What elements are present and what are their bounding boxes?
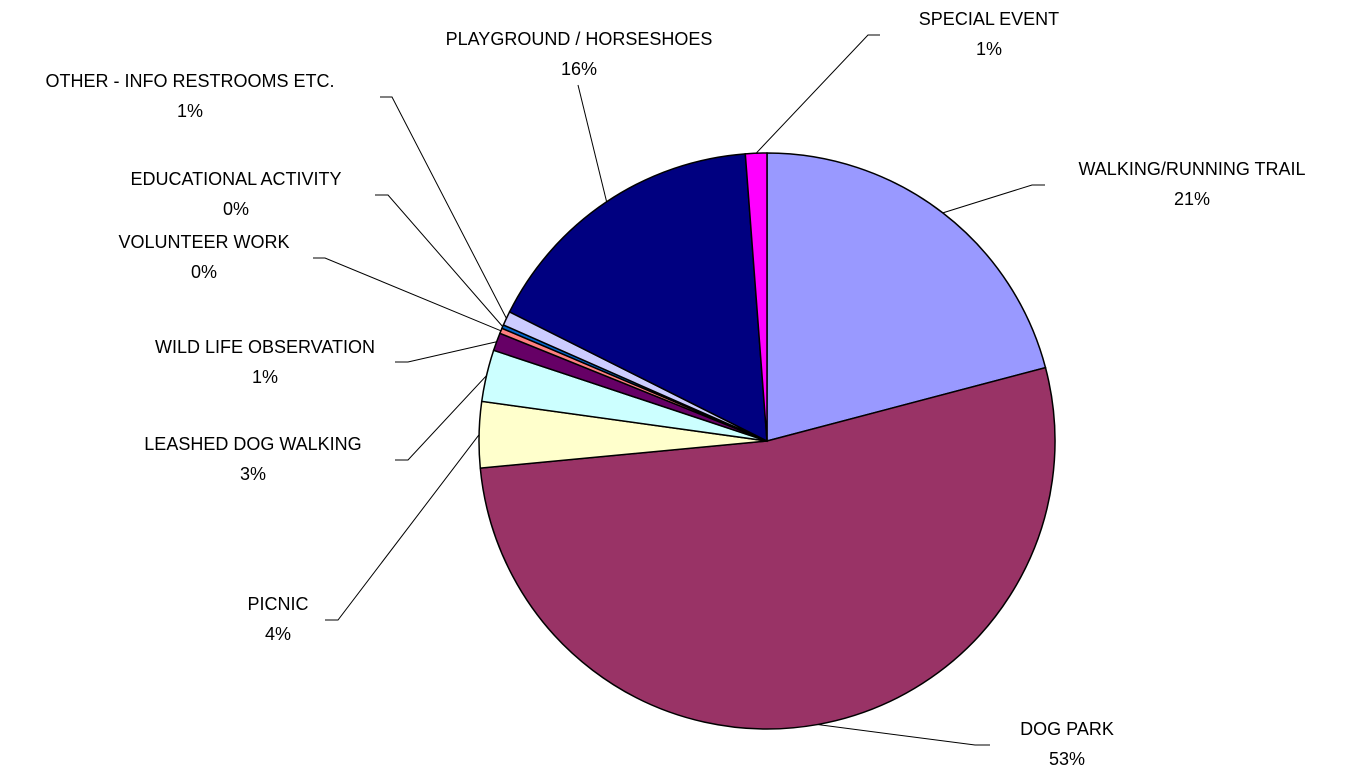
slice-label: PLAYGROUND / HORSESHOES — [446, 29, 713, 49]
slice-label: EDUCATIONAL ACTIVITY — [130, 169, 341, 189]
pie-slice — [508, 153, 768, 443]
leader-line — [755, 34, 880, 154]
slice-label: SPECIAL EVENT — [919, 9, 1059, 29]
slice-value-label: 53% — [1049, 749, 1085, 769]
pie-slice — [766, 152, 1047, 442]
slice-value-label: 1% — [252, 367, 278, 387]
leader-line — [380, 96, 507, 319]
slice-label: PICNIC — [247, 594, 308, 614]
leader-line — [942, 184, 1045, 214]
slice-label: DOG PARK — [1020, 719, 1114, 739]
slice-label: VOLUNTEER WORK — [118, 232, 289, 252]
slice-value-label: 1% — [976, 39, 1002, 59]
slice-value-label: 3% — [240, 464, 266, 484]
slice-value-label: 0% — [191, 262, 217, 282]
slice-label: WILD LIFE OBSERVATION — [155, 337, 375, 357]
leader-line — [313, 257, 502, 332]
slice-label: OTHER - INFO RESTROOMS ETC. — [45, 71, 334, 91]
pie-slice — [479, 366, 1056, 730]
slice-value-label: 4% — [265, 624, 291, 644]
slice-value-label: 16% — [561, 59, 597, 79]
leader-line — [817, 724, 990, 746]
slice-value-label: 1% — [177, 101, 203, 121]
slice-label: WALKING/RUNNING TRAIL — [1078, 159, 1305, 179]
leader-line — [325, 434, 480, 621]
slice-value-label: 0% — [223, 199, 249, 219]
leader-line — [375, 194, 504, 327]
slice-label: LEASHED DOG WALKING — [144, 434, 361, 454]
leader-line — [395, 375, 487, 461]
leader-line — [395, 341, 497, 363]
slice-value-label: 21% — [1174, 189, 1210, 209]
leader-line — [577, 84, 608, 202]
